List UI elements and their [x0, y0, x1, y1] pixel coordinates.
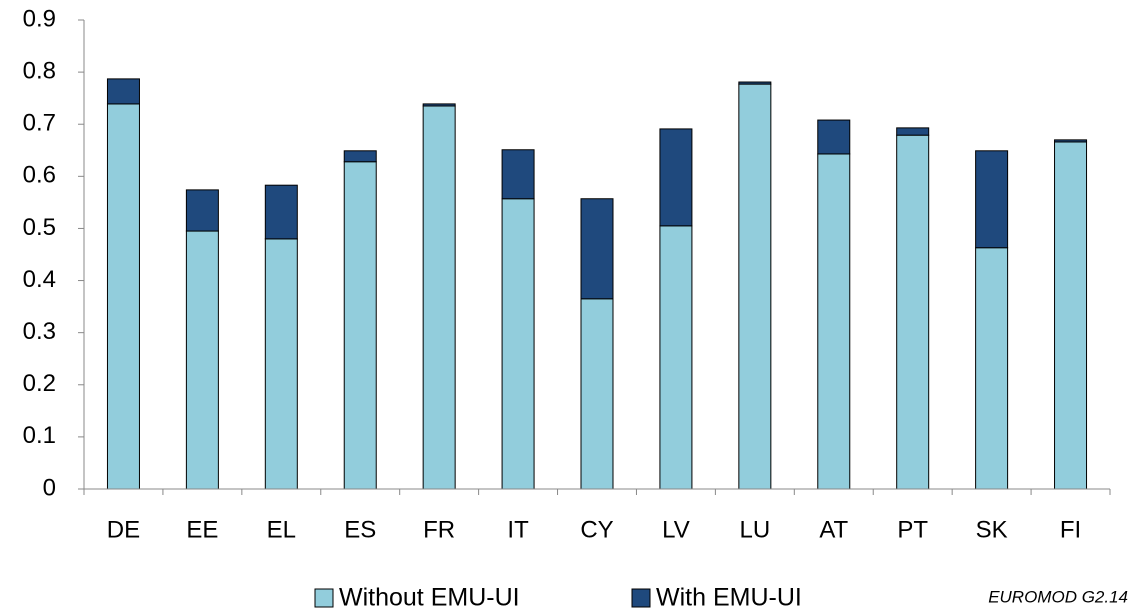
x-tick-label: DE: [107, 516, 140, 543]
bar-segment: [659, 128, 693, 227]
y-tick-label: 0.6: [23, 162, 56, 189]
x-tick-label: ES: [344, 516, 376, 543]
bar-segment: [580, 298, 614, 490]
y-tick-label: 0: [43, 474, 56, 501]
y-tick-label: 0.3: [23, 318, 56, 345]
x-tick-label: LU: [740, 516, 771, 543]
x-tick-label: FI: [1060, 516, 1081, 543]
y-tick-label: 0.4: [23, 266, 56, 293]
y-tick-label: 0.5: [23, 214, 56, 241]
bar-segment: [817, 119, 851, 155]
bar-segment: [738, 83, 772, 490]
x-tick-label: EL: [267, 516, 296, 543]
bar-segment: [1054, 141, 1088, 490]
bar-segment: [422, 103, 456, 107]
bar-segment: [185, 230, 219, 490]
x-tick-label: IT: [507, 516, 529, 543]
y-tick-label: 0.7: [23, 110, 56, 137]
legend-label: Without EMU-UI: [339, 584, 520, 612]
bar-segment: [580, 198, 614, 300]
bar-segment: [501, 149, 535, 200]
bar-segment: [896, 134, 930, 490]
annotation: EUROMOD G2.14: [988, 587, 1128, 606]
x-tick-label: AT: [819, 516, 848, 543]
bar-segment: [975, 150, 1009, 249]
x-tick-label: PT: [897, 516, 928, 543]
bar-segment: [1054, 139, 1088, 143]
bar-segment: [343, 161, 377, 490]
legend-swatch: [314, 588, 334, 608]
bar-segment: [264, 184, 298, 240]
bar-segment: [975, 247, 1009, 490]
x-tick-label: SK: [976, 516, 1008, 543]
bar-segment: [659, 225, 693, 490]
y-tick-label: 0.1: [23, 422, 56, 449]
x-tick-label: CY: [580, 516, 613, 543]
bar-segment: [106, 103, 140, 490]
legend-label: With EMU-UI: [656, 584, 802, 612]
x-tick-label: EE: [186, 516, 218, 543]
bar-segment: [817, 153, 851, 490]
y-tick-label: 0.8: [23, 57, 56, 84]
bar-segment: [106, 78, 140, 105]
bar-segment: [501, 198, 535, 490]
bar-segment: [896, 127, 930, 136]
bar-segment: [264, 238, 298, 490]
bar-segment: [343, 150, 377, 163]
legend-swatch: [631, 588, 651, 608]
bar-segment: [422, 105, 456, 490]
bar-segment: [185, 189, 219, 232]
x-tick-label: FR: [423, 516, 455, 543]
y-tick-label: 0.9: [23, 5, 56, 32]
bar-segment: [738, 81, 772, 85]
y-tick-label: 0.2: [23, 370, 56, 397]
x-tick-label: LV: [662, 516, 690, 543]
